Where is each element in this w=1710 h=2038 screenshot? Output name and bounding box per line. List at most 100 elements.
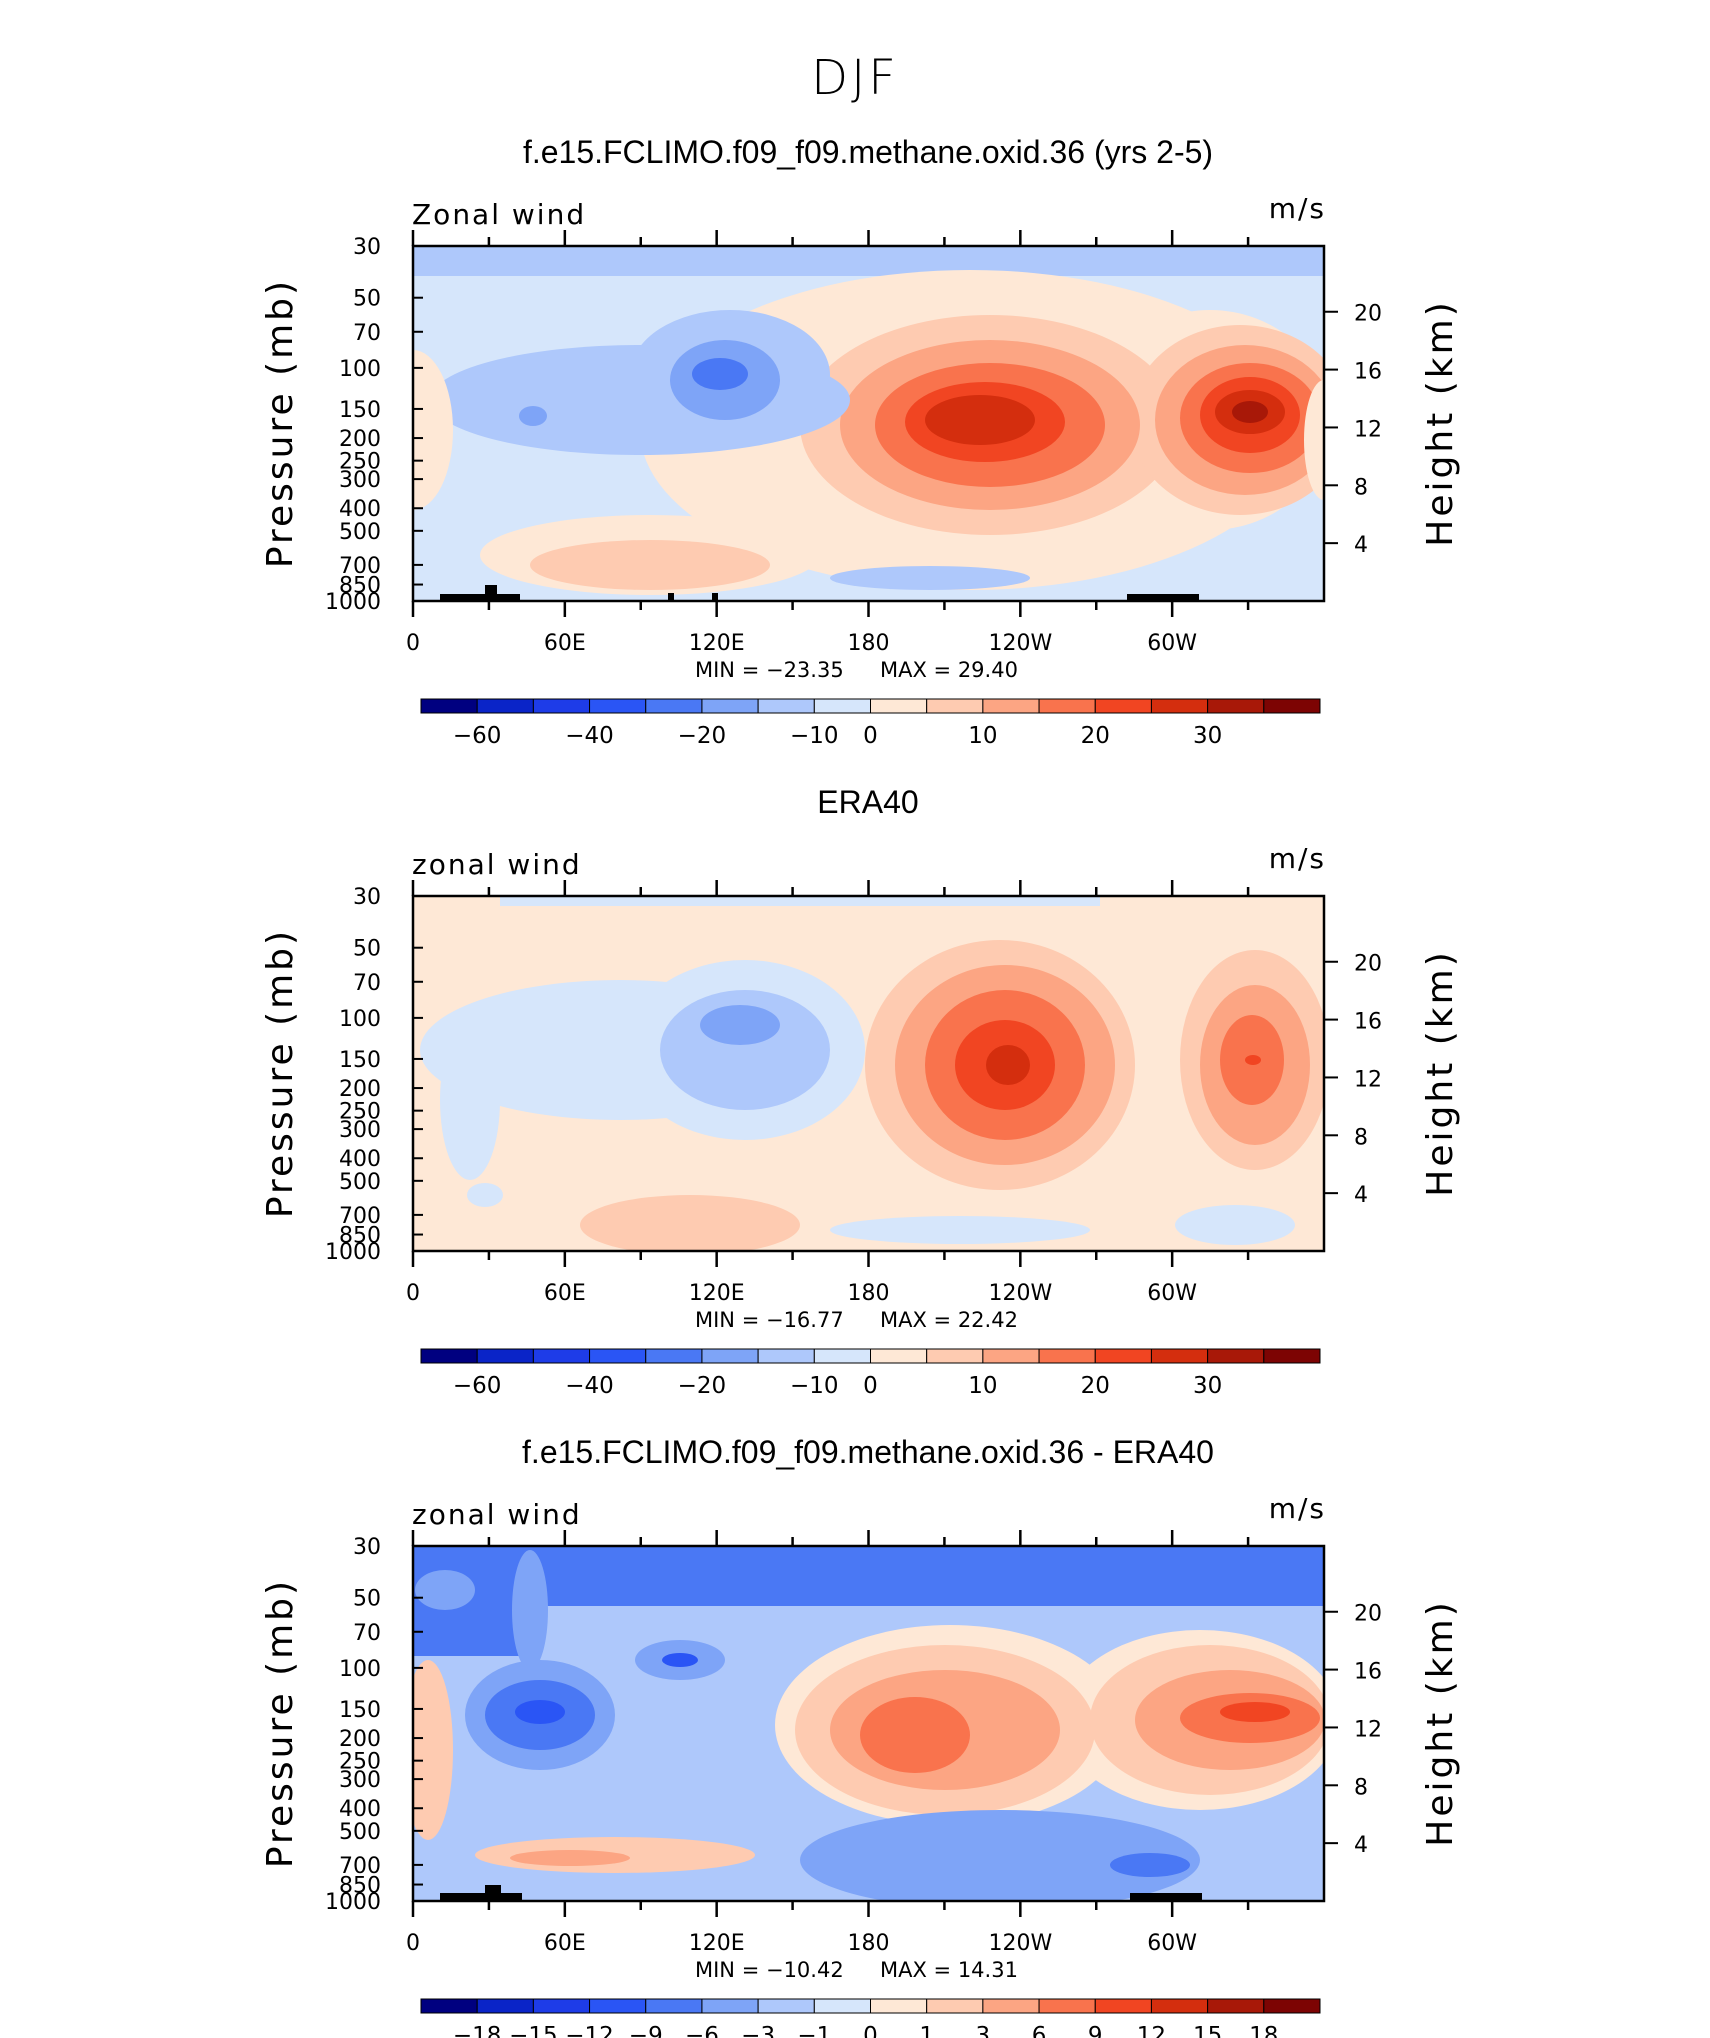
colorbar-label: 10 xyxy=(968,1373,997,1399)
units-label: m/s xyxy=(1269,842,1326,875)
colorbar-swatch xyxy=(420,1348,478,1364)
y-tick-label: 850 xyxy=(339,574,381,599)
topography xyxy=(485,1885,501,1901)
jet-contour xyxy=(925,395,1035,445)
jet-core-contour xyxy=(986,1045,1030,1085)
lower-positive-contour xyxy=(580,1195,800,1251)
top-band-contour xyxy=(413,1546,1324,1606)
y-tick-label: 200 xyxy=(339,1727,381,1752)
colorbar-label: −10 xyxy=(790,723,839,749)
y-tick-label: 1000 xyxy=(325,1890,381,1915)
panel-title: f.e15.FCLIMO.f09_f09.methane.oxid.36 (yr… xyxy=(523,134,1213,170)
colorbar-label: −12 xyxy=(565,2023,614,2038)
y-tick-label: 400 xyxy=(339,1797,381,1822)
colorbar: −18 −15 −12 −9 −6 −3 −1 0 1 3 6 9 12 15 18 xyxy=(420,1998,1321,2038)
x-tick-label: 0 xyxy=(406,631,420,656)
colorbar-swatch xyxy=(1038,698,1096,714)
figure-title: DJF xyxy=(811,50,899,106)
x-tick-label: 120W xyxy=(988,1931,1052,1956)
colorbar-swatch xyxy=(532,1348,591,1364)
colorbar-swatch xyxy=(870,1998,928,2014)
y2-tick-label: 16 xyxy=(1354,1660,1382,1685)
y2-tick-label: 4 xyxy=(1354,1833,1368,1858)
colorbar-swatch xyxy=(982,698,1040,714)
colorbar-swatch xyxy=(1094,698,1152,714)
y2-axis-label: Height (km) xyxy=(1420,299,1461,546)
x-tick-label: 60W xyxy=(1147,1281,1197,1306)
y-tick-label: 70 xyxy=(353,321,381,346)
negative-region-contour xyxy=(415,1570,475,1610)
y-tick-label: 30 xyxy=(353,235,381,260)
y-tick-label: 50 xyxy=(353,287,381,312)
x-tick-label: 120W xyxy=(988,1281,1052,1306)
colorbar-swatch xyxy=(757,1998,815,2014)
colorbar-label: −20 xyxy=(678,723,727,749)
panel-model: f.e15.FCLIMO.f09_f09.methane.oxid.36 (yr… xyxy=(260,134,1461,749)
colorbar-label: 15 xyxy=(1193,2023,1222,2038)
colorbar-label: −6 xyxy=(685,2023,719,2038)
y-tick-label: 500 xyxy=(339,1170,381,1195)
colorbar-swatch xyxy=(1263,1998,1321,2014)
y2-tick-label: 16 xyxy=(1354,1010,1382,1035)
x-tick-label: 180 xyxy=(848,631,890,656)
y-tick-label: 1000 xyxy=(325,1240,381,1265)
y-tick-label: 200 xyxy=(339,427,381,452)
colorbar-swatch xyxy=(589,1348,647,1364)
colorbar-swatch xyxy=(645,698,703,714)
edge-positive-contour xyxy=(413,1660,453,1840)
negative-core-contour xyxy=(519,406,547,426)
units-label: m/s xyxy=(1269,192,1326,225)
colorbar-swatch xyxy=(1150,698,1209,714)
y-tick-label: 300 xyxy=(339,468,381,493)
colorbar-label: −3 xyxy=(741,2023,775,2038)
colorbar-label: 1 xyxy=(919,2023,934,2038)
colorbar-label: 20 xyxy=(1081,723,1110,749)
colorbar-label: 0 xyxy=(863,2023,878,2038)
y-tick-label: 500 xyxy=(339,520,381,545)
y-tick-label: 700 xyxy=(339,1204,381,1229)
y-axis-label: Pressure (mb) xyxy=(260,278,301,568)
colorbar-swatch xyxy=(476,1998,534,2014)
y2-tick-label: 12 xyxy=(1354,1717,1382,1742)
topography xyxy=(485,585,497,601)
topography xyxy=(712,593,718,601)
negative-core-contour xyxy=(700,1005,780,1045)
positive-core-contour xyxy=(1220,1702,1290,1722)
y-tick-label: 100 xyxy=(339,357,381,382)
y2-tick-label: 4 xyxy=(1354,1183,1368,1208)
colorbar-swatch xyxy=(1263,698,1321,714)
topography xyxy=(440,594,520,601)
x-tick-label: 60E xyxy=(544,631,586,656)
y2-tick-label: 20 xyxy=(1354,952,1382,977)
colorbar-label: −9 xyxy=(629,2023,663,2038)
x-tick-label: 60W xyxy=(1147,1931,1197,1956)
colorbar-label: 0 xyxy=(863,723,878,749)
colorbar-swatch xyxy=(926,1348,984,1364)
colorbar-label: 3 xyxy=(976,2023,991,2038)
colorbar-swatch xyxy=(870,698,928,714)
colorbar-swatch xyxy=(645,1348,703,1364)
colorbar-swatch xyxy=(1094,1998,1152,2014)
lower-positive-contour xyxy=(510,1850,630,1866)
x-tick-label: 180 xyxy=(848,1281,890,1306)
negative-core-contour xyxy=(662,1653,698,1667)
colorbar-swatch xyxy=(1038,1348,1096,1364)
jet-core-contour xyxy=(1232,401,1268,423)
x-tick-label: 0 xyxy=(406,1281,420,1306)
topography xyxy=(440,1893,522,1901)
colorbar-swatch xyxy=(589,1998,647,2014)
min-label: MIN = −23.35 xyxy=(695,658,844,682)
colorbar-swatch xyxy=(982,1348,1040,1364)
colorbar-swatch xyxy=(589,698,647,714)
colorbar-swatch xyxy=(1094,1348,1152,1364)
colorbar-swatch xyxy=(476,1348,534,1364)
colorbar-swatch xyxy=(1207,1348,1265,1364)
colorbar-swatch xyxy=(1263,1348,1321,1364)
colorbar-swatch xyxy=(645,1998,703,2014)
colorbar-swatch xyxy=(813,698,871,714)
colorbar-label: 12 xyxy=(1137,2023,1166,2038)
y-tick-label: 850 xyxy=(339,1874,381,1899)
colorbar-swatch xyxy=(532,1998,591,2014)
colorbar-swatch xyxy=(813,1348,871,1364)
